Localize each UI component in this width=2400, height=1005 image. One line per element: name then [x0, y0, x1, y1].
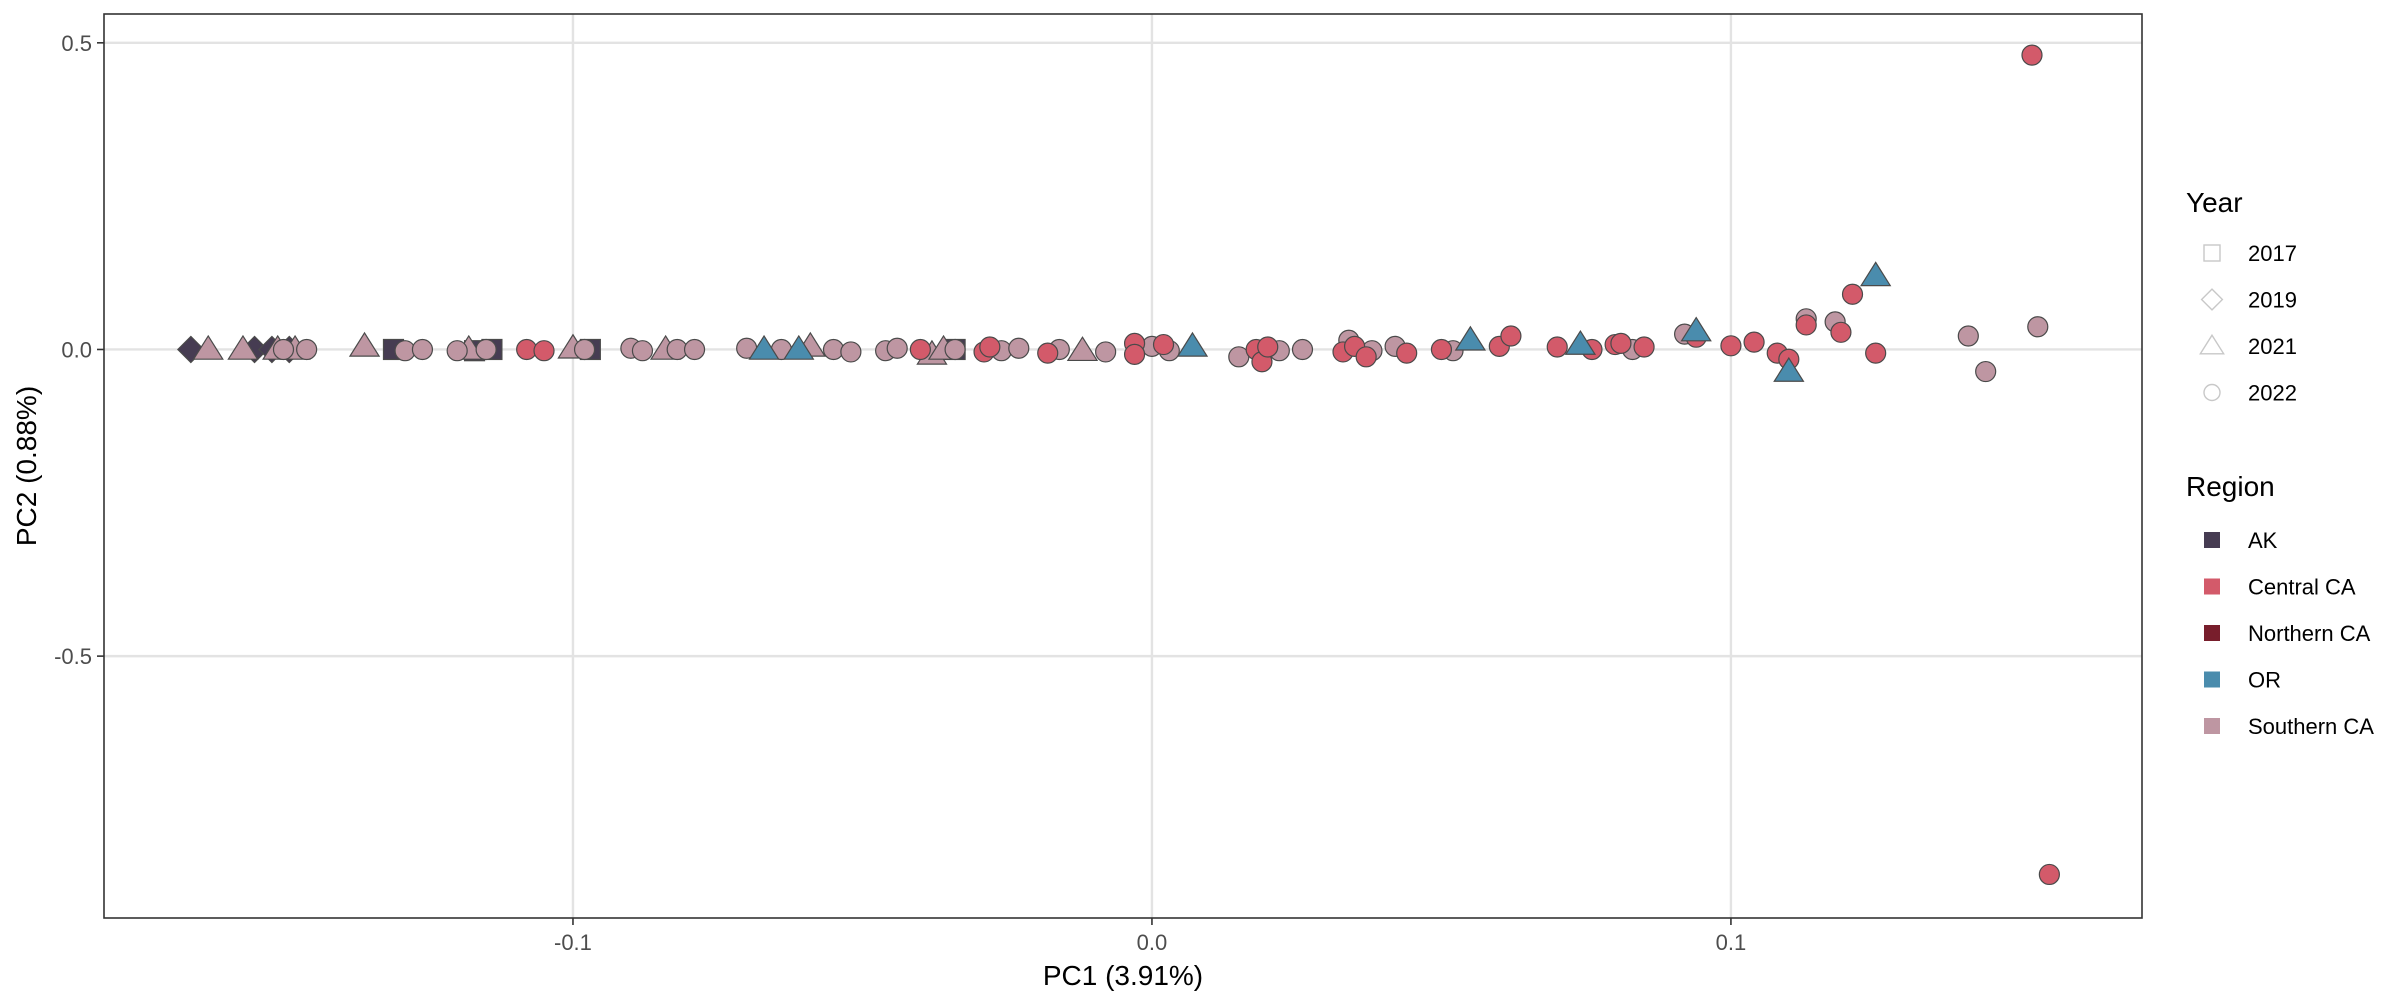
data-point: [1066, 336, 1099, 362]
axis-ticks: -0.1 0.0 0.1 0.5 0.0 -0.5: [54, 31, 1746, 955]
legend-region-label: OR: [2248, 668, 2281, 693]
data-point: [1860, 261, 1892, 287]
x-axis-title: PC1 (3.91%): [1043, 960, 1203, 991]
data-point: [1680, 316, 1712, 342]
data-point: [1564, 329, 1597, 355]
data-point: [1008, 337, 1030, 359]
legend-region-label: Northern CA: [2248, 621, 2371, 646]
data-point: [1975, 360, 1997, 383]
data-point: [748, 334, 780, 360]
legend-region-label: Central CA: [2248, 575, 2356, 600]
y-tick-label: 0.0: [61, 337, 92, 362]
data-point: [348, 331, 381, 357]
data-point: [631, 340, 654, 362]
data-points: [176, 44, 2060, 886]
y-axis-title: PC2 (0.88%): [11, 386, 42, 546]
legend-region-title: Region: [2186, 471, 2275, 502]
data-point: [840, 341, 862, 363]
data-point: [1957, 325, 1979, 347]
legend-year-label: 2021: [2248, 334, 2297, 359]
legend-year-key: [2200, 288, 2224, 311]
legend-year-key: [2203, 383, 2221, 402]
legend-year-key: [2199, 333, 2225, 355]
x-tick-label: 0.1: [1716, 930, 1747, 955]
data-point: [192, 334, 224, 360]
data-point: [1095, 341, 1117, 363]
data-point: [1152, 333, 1175, 356]
data-point: [1633, 336, 1655, 358]
data-point: [1123, 343, 1146, 365]
data-point: [822, 338, 845, 361]
data-point: [1037, 342, 1059, 364]
data-point: [475, 338, 497, 361]
data-point: [683, 338, 706, 361]
data-point: [411, 338, 434, 361]
data-point: [1546, 336, 1568, 358]
data-point: [1500, 325, 1522, 347]
data-point: [1720, 335, 1742, 357]
data-point: [1773, 356, 1805, 382]
data-point: [296, 338, 318, 361]
data-point: [1841, 283, 1864, 305]
legend-region-label: Southern CA: [2248, 714, 2374, 739]
x-tick-label: -0.1: [554, 930, 592, 955]
data-point: [909, 338, 931, 361]
legend-region-key: [2204, 671, 2220, 688]
data-point: [446, 340, 468, 362]
data-point: [1830, 321, 1852, 343]
data-point: [1454, 325, 1487, 351]
data-point: [1743, 331, 1765, 353]
legend-year: Year 2017 2019 2021 2022: [2186, 187, 2297, 406]
data-point: [1865, 342, 1887, 364]
legend-region-key: [2204, 625, 2220, 641]
legend-region-key: [2204, 718, 2220, 734]
plot-panel-border: [103, 13, 2143, 919]
data-point: [272, 338, 295, 361]
data-point: [227, 334, 259, 360]
data-point: [1291, 338, 1314, 361]
data-point: [783, 334, 815, 360]
x-tick-label: 0.0: [1137, 930, 1168, 955]
data-point: [944, 338, 966, 361]
data-point: [2021, 44, 2043, 66]
data-point: [2038, 863, 2060, 886]
data-point: [573, 338, 596, 361]
data-point: [1430, 338, 1453, 361]
legend-region-key: [2204, 532, 2220, 548]
y-tick-label: 0.5: [61, 31, 92, 56]
data-point: [2027, 316, 2049, 338]
data-point: [979, 336, 1001, 358]
data-point: [1610, 332, 1632, 354]
data-point: [1257, 336, 1279, 358]
legend-year-label: 2022: [2248, 381, 2297, 406]
data-point: [1355, 346, 1377, 368]
y-tick-label: -0.5: [54, 644, 92, 669]
legend-region-key: [2204, 578, 2220, 595]
legend-year-title: Year: [2186, 187, 2243, 218]
data-point: [1396, 342, 1418, 364]
legend-year-label: 2017: [2248, 241, 2297, 266]
legend-year-label: 2019: [2248, 288, 2297, 313]
data-point: [533, 340, 555, 362]
legend-region-label: AK: [2248, 528, 2278, 553]
grid-lines: [104, 14, 2142, 918]
data-point: [1795, 314, 1817, 336]
legend-year-key: [2203, 244, 2221, 262]
legend-region: Region AK Central CA Northern CA OR Southern…: [2186, 471, 2374, 739]
data-point: [1176, 331, 1209, 357]
data-point: [886, 337, 908, 359]
